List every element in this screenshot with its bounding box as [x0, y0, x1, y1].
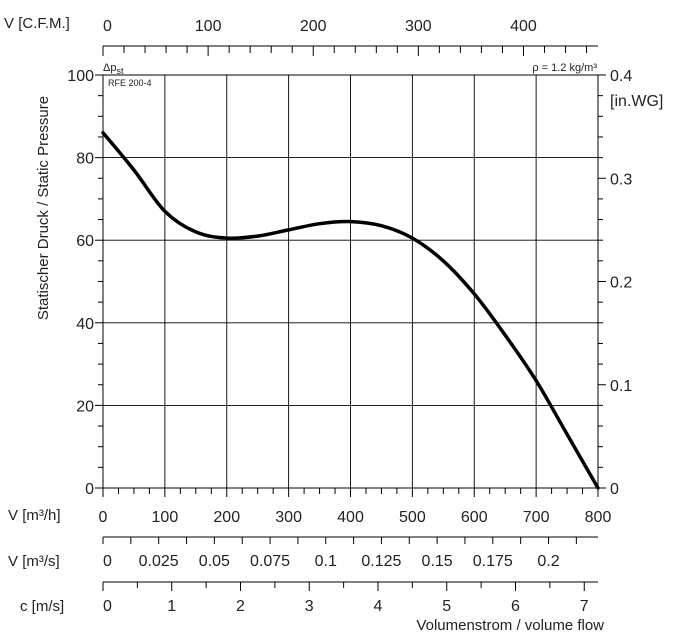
- m3s-tick-label: 0.175: [473, 553, 513, 570]
- y-right-tick-label: 0.3: [610, 171, 632, 188]
- right-axis: 0 0.1 0.2 0.3 0.4: [598, 68, 632, 498]
- y-left-tick-label: 80: [76, 151, 94, 168]
- m3h-unit: [m³/h]: [22, 507, 60, 524]
- model-label: RFE 200-4: [108, 78, 152, 88]
- ms-tick-label: 6: [511, 598, 520, 615]
- cfm-tick-label: 0: [103, 18, 112, 35]
- pressure-symbol: Δpst: [103, 62, 124, 76]
- y-left-tick-label: 40: [76, 316, 94, 333]
- m3h-tick-label: 500: [399, 509, 426, 526]
- m3s-axis-unit: V [m³/s]: [8, 553, 60, 570]
- m3s-tick-label: 0: [103, 553, 112, 570]
- cfm-tick-label: 100: [195, 18, 222, 35]
- pressure-symbol-main: Δp: [103, 62, 116, 74]
- cfm-symbol: V: [4, 15, 14, 32]
- ms-tick-label: 2: [236, 598, 245, 615]
- y-right-tick-label: 0: [610, 481, 619, 498]
- y-left-tick-label: 0: [85, 481, 94, 498]
- cfm-tick-label: 400: [510, 18, 537, 35]
- ms-tick-label: 1: [167, 598, 176, 615]
- y-left-tick-label: 100: [67, 68, 94, 85]
- m3h-symbol: V: [8, 507, 18, 524]
- m3s-tick-label: 0.025: [139, 553, 179, 570]
- m3h-tick-label: 700: [523, 509, 550, 526]
- x-footer-label: Volumenstrom / volume flow: [416, 617, 604, 634]
- bottom-axis-ms: 0 1 2 3 4 5 6 7: [102, 581, 598, 615]
- cfm-unit: [C.F.M.]: [18, 15, 70, 32]
- series-line: [101, 131, 600, 490]
- y-right-tick-label: 0.1: [610, 378, 632, 395]
- pressure-symbol-sub: st: [116, 66, 124, 76]
- ms-tick-label: 3: [305, 598, 314, 615]
- density-label: ρ = 1.2 kg/m³: [532, 62, 597, 74]
- m3h-tick-label: 200: [213, 509, 240, 526]
- cfm-axis-unit: V [C.F.M.]: [4, 15, 70, 32]
- m3h-tick-label: 400: [337, 509, 364, 526]
- m3s-tick-label: 0.075: [250, 553, 290, 570]
- m3s-tick-label: 0.15: [422, 553, 453, 570]
- y-right-tick-label: 0.4: [610, 68, 632, 85]
- m3s-tick-label: 0.2: [537, 553, 559, 570]
- m3h-tick-label: 100: [152, 509, 179, 526]
- ms-tick-label: 0: [103, 598, 112, 615]
- grid-lines: [103, 75, 598, 488]
- m3s-symbol: V: [8, 553, 18, 570]
- y-left-tick-label: 60: [76, 233, 94, 250]
- bottom-axis-m3h: 0 100 200 300 400 500 600 700 800: [99, 488, 612, 526]
- y-right-unit: [in.WG]: [610, 93, 663, 110]
- m3h-tick-label: 0: [99, 509, 108, 526]
- bottom-axis-m3s: 0 0.025 0.05 0.075 0.1 0.125 0.15 0.175 0.2: [102, 536, 598, 570]
- m3s-tick-label: 0.05: [199, 553, 230, 570]
- cfm-tick-label: 200: [300, 18, 327, 35]
- ms-tick-label: 4: [374, 598, 383, 615]
- m3h-tick-label: 600: [461, 509, 488, 526]
- m3h-tick-label: 300: [275, 509, 302, 526]
- ms-axis-unit: c [m/s]: [20, 598, 64, 615]
- m3h-axis-unit: V [m³/h]: [8, 507, 61, 524]
- y-right-tick-label: 0.2: [610, 275, 632, 292]
- ms-tick-label: 5: [442, 598, 451, 615]
- ms-tick-label: 7: [580, 598, 589, 615]
- m3s-unit: [m³/s]: [22, 553, 60, 570]
- y-left-tick-label: 20: [76, 398, 94, 415]
- m3h-tick-label: 800: [585, 509, 612, 526]
- top-axis-cfm: 0 100 200 300 400: [102, 18, 598, 56]
- y-left-label: Statischer Druck / Static Pressure: [35, 96, 52, 320]
- left-axis: 0 20 40 60 80 100: [67, 68, 103, 498]
- cfm-tick-label: 300: [405, 18, 432, 35]
- m3s-tick-label: 0.125: [361, 553, 401, 570]
- m3s-tick-label: 0.1: [315, 553, 337, 570]
